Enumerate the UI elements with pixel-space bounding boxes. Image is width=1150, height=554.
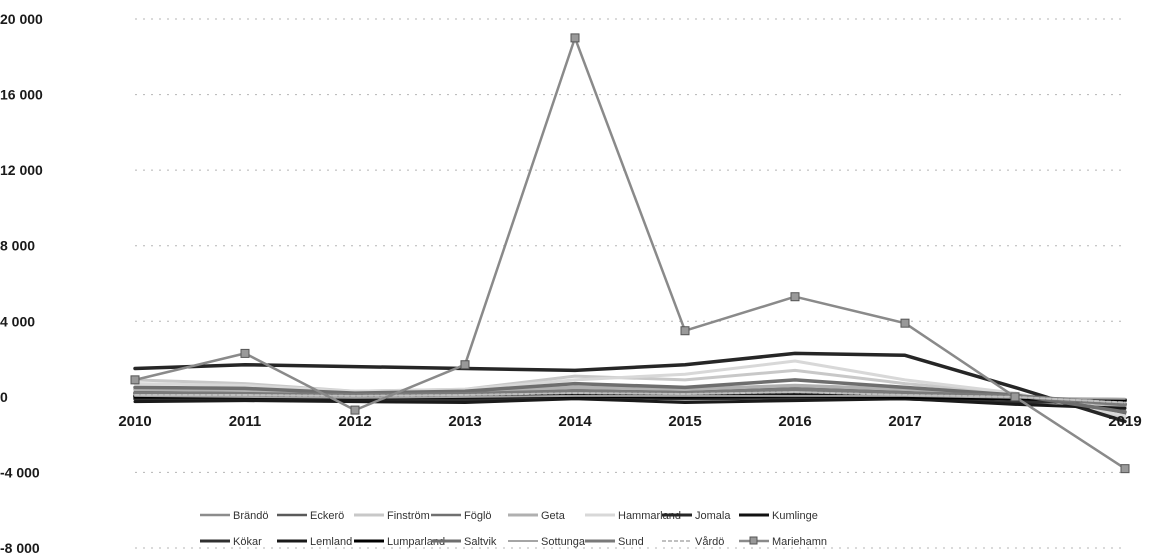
legend-item: Kökar xyxy=(200,536,262,548)
x-tick-label: 2015 xyxy=(668,413,701,430)
series-line-hammarland xyxy=(133,359,1127,418)
legend-item: Hammarland xyxy=(585,510,681,522)
x-tick-label: 2019 xyxy=(1108,413,1141,430)
data-point xyxy=(900,318,910,328)
data-point xyxy=(1010,392,1020,402)
legend-label: Vårdö xyxy=(695,536,724,548)
legend-label: Hammarland xyxy=(618,510,681,522)
legend-label: Brändö xyxy=(233,510,268,522)
y-tick-label: 0 xyxy=(0,389,8,405)
y-tick-label: 16 000 xyxy=(0,87,43,103)
x-tick-label: 2012 xyxy=(338,413,371,430)
y-tick-label: -8 000 xyxy=(0,540,40,554)
gridlines xyxy=(135,18,1125,549)
legend-item: Mariehamn xyxy=(739,536,827,548)
x-tick-label: 2014 xyxy=(558,413,592,430)
legend: Brändö Eckerö Finström Föglö Geta Hammarland J… xyxy=(200,510,827,548)
legend-item: Kumlinge xyxy=(739,510,818,522)
legend-item: Lemland xyxy=(277,536,352,548)
legend-label: Kökar xyxy=(233,536,262,548)
legend-item: Eckerö xyxy=(277,510,344,522)
x-tick-label: 2011 xyxy=(229,413,262,430)
data-point xyxy=(570,33,580,43)
legend-item: Brändö xyxy=(200,510,268,522)
x-tick-label: 2010 xyxy=(118,413,151,430)
y-tick-label: 8 000 xyxy=(0,238,35,254)
series-line-lemland xyxy=(133,397,1127,410)
series-line-vårdö xyxy=(134,391,1126,404)
legend-marker xyxy=(749,536,758,545)
legend-label: Finström xyxy=(387,510,430,522)
data-point xyxy=(790,292,800,302)
legend-label: Föglö xyxy=(464,510,492,522)
data-point xyxy=(130,375,140,385)
legend-item: Sund xyxy=(585,536,644,548)
legend-label: Lumparland xyxy=(387,536,445,548)
legend-label: Lemland xyxy=(310,536,352,548)
data-point xyxy=(240,348,250,358)
data-point xyxy=(1120,464,1130,474)
legend-item: Finström xyxy=(354,510,430,522)
legend-label: Sund xyxy=(618,536,644,548)
x-tick-label: 2016 xyxy=(778,413,811,430)
x-tick-label: 2017 xyxy=(888,413,921,430)
x-tick-label: 2013 xyxy=(448,413,481,430)
legend-label: Jomala xyxy=(695,510,731,522)
legend-label: Sottunga xyxy=(541,536,586,548)
y-tick-label: 12 000 xyxy=(0,162,43,178)
series-lines xyxy=(130,33,1130,474)
legend-label: Geta xyxy=(541,510,566,522)
legend-label: Mariehamn xyxy=(772,536,827,548)
legend-item: Sottunga xyxy=(508,536,586,548)
y-tick-label: 4 000 xyxy=(0,313,35,329)
x-tick-label: 2018 xyxy=(998,413,1031,430)
legend-item: Jomala xyxy=(662,510,731,522)
legend-item: Lumparland xyxy=(354,536,445,548)
x-axis-tick-labels: 2010 2011 2012 2013 2014 2015 2016 2017 2018 2019 xyxy=(118,413,1141,430)
legend-item: Geta xyxy=(508,510,566,522)
legend-label: Kumlinge xyxy=(772,510,818,522)
legend-item: Vårdö xyxy=(662,536,724,548)
data-point xyxy=(680,326,690,336)
y-axis-tick-labels: -8 000 -4 000 0 4 000 8 000 12 000 16 000 20 00… xyxy=(0,11,43,554)
legend-item: Saltvik xyxy=(431,536,497,548)
data-point xyxy=(350,405,360,415)
y-tick-label: 20 000 xyxy=(0,11,43,27)
legend-label: Saltvik xyxy=(464,536,497,548)
series-line-jomala xyxy=(133,351,1127,424)
legend-label: Eckerö xyxy=(310,510,344,522)
data-point xyxy=(460,360,470,370)
series-line-saltvik xyxy=(133,378,1127,414)
y-tick-label: -4 000 xyxy=(0,464,40,480)
series-line-mariehamn xyxy=(133,36,1127,470)
legend-item: Föglö xyxy=(431,510,492,522)
